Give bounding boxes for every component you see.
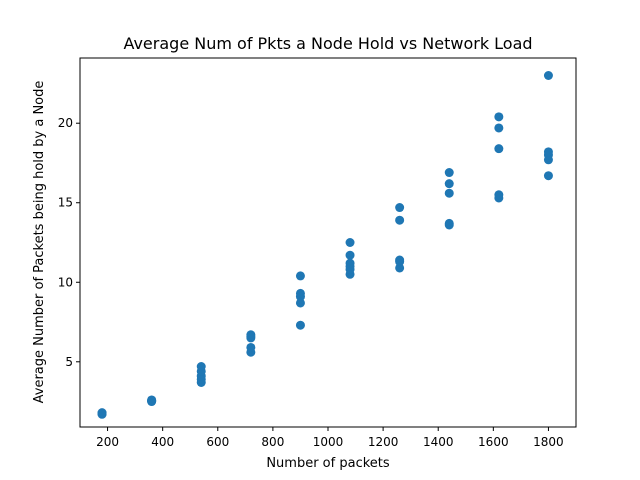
- data-point: [295, 320, 305, 330]
- data-point: [494, 190, 504, 200]
- x-axis-ticks: 200 400 600 800 1000 1200 1400 1600 1800: [96, 427, 564, 449]
- data-point: [395, 263, 405, 273]
- y-tick-label: 20: [58, 116, 73, 130]
- data-point: [196, 362, 206, 372]
- data-point: [295, 288, 305, 298]
- x-tick-label: 1400: [423, 435, 454, 449]
- data-point: [444, 179, 454, 189]
- data-point: [494, 112, 504, 122]
- data-point: [246, 330, 256, 340]
- data-point: [543, 147, 553, 157]
- data-point: [246, 342, 256, 352]
- data-point: [97, 408, 107, 418]
- x-tick-label: 1600: [478, 435, 509, 449]
- data-point: [543, 171, 553, 181]
- data-point: [147, 395, 157, 405]
- y-axis-label: Average Number of Packets being hold by …: [32, 81, 47, 404]
- data-point: [395, 255, 405, 265]
- data-points: [97, 70, 553, 419]
- chart-title: Average Num of Pkts a Node Hold vs Netwo…: [123, 34, 532, 53]
- x-tick-label: 600: [206, 435, 229, 449]
- data-point: [345, 258, 355, 268]
- x-tick-label: 1200: [368, 435, 399, 449]
- data-point: [494, 123, 504, 133]
- data-point: [395, 215, 405, 225]
- data-point: [395, 203, 405, 213]
- data-point: [543, 70, 553, 80]
- y-tick-label: 15: [58, 196, 73, 210]
- y-tick-label: 10: [58, 275, 73, 289]
- data-point: [444, 188, 454, 198]
- x-tick-label: 800: [261, 435, 284, 449]
- data-point: [444, 168, 454, 178]
- x-tick-label: 1800: [533, 435, 564, 449]
- data-point: [295, 271, 305, 281]
- data-point: [345, 250, 355, 260]
- x-axis-label: Number of packets: [266, 456, 390, 471]
- data-point: [444, 218, 454, 228]
- x-tick-label: 200: [96, 435, 119, 449]
- plot-frame: [79, 57, 577, 428]
- y-axis-ticks: 5 10 15 20: [58, 116, 80, 369]
- data-point: [295, 298, 305, 308]
- data-point: [345, 238, 355, 247]
- data-point: [494, 144, 504, 154]
- x-tick-label: 1000: [313, 435, 344, 449]
- x-tick-label: 400: [151, 435, 174, 449]
- y-tick-label: 5: [65, 355, 73, 369]
